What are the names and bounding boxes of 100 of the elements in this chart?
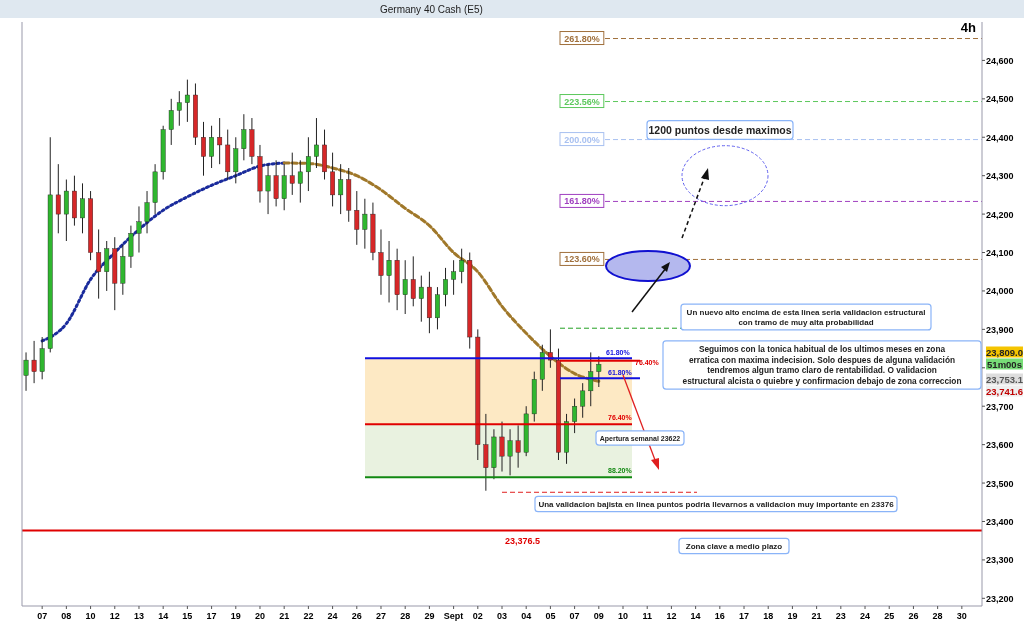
text: 51m00s [987, 358, 1022, 370]
y-tick-label: 23,300 [986, 555, 1014, 566]
x-tick-label: 26 [351, 611, 362, 621]
x-tick-label: 14 [690, 611, 701, 621]
x-tick-label: 07 [37, 611, 48, 621]
x-tick-label: 16 [714, 611, 725, 621]
candlestick [273, 159, 279, 207]
y-tick-label: 23,200 [986, 593, 1014, 604]
x-tick-label: 03 [496, 611, 508, 621]
candlestick [459, 248, 465, 284]
candlestick [265, 163, 271, 215]
candlestick [402, 259, 408, 315]
y-tick-label: 23,400 [986, 516, 1014, 527]
x-tick-label: 15 [182, 611, 193, 621]
candlestick [128, 225, 134, 269]
candlestick [176, 90, 182, 127]
candlestick [314, 117, 319, 169]
candlestick [435, 286, 440, 330]
x-tick-label: 14 [158, 611, 169, 621]
candlestick [572, 398, 578, 434]
x-tick-label: 10 [85, 611, 96, 621]
x-tick-label: 28 [932, 611, 943, 621]
x-tick-label: 10 [618, 611, 629, 621]
y-tick-label: 24,300 [986, 171, 1014, 182]
text: 23,741.6 [986, 385, 1023, 397]
chart-title: Germany 40 Cash (E5) [380, 4, 483, 15]
annotation: 161.80% [564, 196, 600, 207]
x-tick-label: 24 [327, 611, 338, 621]
x-tick-label: 25 [884, 611, 895, 621]
candlestick [580, 382, 586, 419]
candlestick [289, 152, 295, 196]
candlestick [23, 351, 29, 392]
x-tick-label: 17 [206, 611, 217, 621]
candlestick [217, 117, 223, 165]
candlestick [354, 190, 360, 246]
candlestick [31, 340, 37, 384]
text: 23,753.1 [986, 373, 1024, 385]
candlestick [588, 351, 594, 407]
text: 23,809.0 [986, 346, 1023, 358]
x-tick-label: 22 [303, 611, 314, 621]
candlestick [281, 163, 287, 211]
candlestick [378, 228, 384, 296]
x-tick-label: 29 [424, 611, 435, 621]
x-tick-label: 19 [787, 611, 798, 621]
x-tick-label: 21 [811, 611, 822, 621]
x-tick-label: 02 [472, 611, 483, 621]
candlestick [55, 163, 61, 234]
x-tick-label: 05 [545, 611, 556, 621]
candlestick [410, 255, 416, 307]
candlestick [515, 424, 521, 469]
x-tick-label: Sept [443, 611, 464, 621]
annotation: 200.00% [564, 134, 600, 145]
candlestick [233, 136, 239, 184]
chart-subtitle: 4h [960, 20, 977, 35]
y-tick-label: 24,400 [986, 132, 1014, 143]
annotation: Zona clave a medio plazo [685, 541, 783, 551]
candlestick [39, 336, 45, 380]
x-tick-label: 13 [133, 611, 144, 621]
candlestick [209, 125, 214, 169]
y-tick-label: 23,700 [986, 401, 1014, 412]
x-tick-label: 28 [400, 611, 411, 621]
ref-line-label: 23,376.5 [505, 535, 541, 546]
candlestick [297, 159, 303, 204]
candlestick [168, 98, 174, 146]
x-tick-label: 26 [908, 611, 919, 621]
x-tick-label: 21 [279, 611, 290, 621]
candlestick [104, 240, 110, 292]
x-tick-label: 24 [860, 611, 871, 621]
candlestick [338, 163, 344, 215]
y-tick-label: 24,500 [986, 94, 1014, 105]
candlestick [418, 275, 424, 323]
x-tick-label: 07 [569, 611, 580, 621]
candlestick [499, 421, 505, 473]
annotation: 123.60% [564, 254, 600, 265]
candlestick [386, 240, 392, 303]
candlestick [330, 152, 336, 207]
candlestick [507, 428, 513, 476]
candlestick [96, 228, 102, 300]
x-tick-label: 27 [375, 611, 386, 621]
candlestick [483, 413, 489, 492]
x-tick-label: 04 [521, 611, 532, 621]
annotation: Seguimos con la tonica habitual de los ultimos meses en zona erratica con maxima indecision. Solo despues de alguna validación tendremos algun tramo claro de rentabilidad. O validacion estructural alcista o quiebre y confirmacion debajo de zona correccion [682, 343, 962, 387]
y-tick-label: 24,100 [986, 248, 1014, 259]
annotation: Una validacion bajista en linea puntos podria llevarnos a validacion muy importante en 23376 [538, 499, 895, 509]
candlestick [443, 267, 448, 307]
y-tick-label: 23,500 [986, 478, 1014, 489]
candlestick [80, 182, 85, 234]
y-tick-label: 23,600 [986, 440, 1014, 451]
candlestick [596, 355, 602, 388]
candlestick [451, 259, 457, 296]
candlestick [241, 113, 247, 161]
candlestick [201, 121, 206, 177]
x-tick-label: 19 [230, 611, 241, 621]
x-tick-label: 11 [642, 611, 652, 621]
x-tick-label: 12 [109, 611, 120, 621]
annotation: Un nuevo alto encima de esta linea seria validacion estructural con tramo de muy alta probabilidad [686, 307, 926, 328]
x-tick-label: 30 [956, 611, 967, 621]
x-tick-label: 12 [666, 611, 677, 621]
x-tick-label: 20 [254, 611, 265, 621]
candlestick [136, 205, 142, 254]
